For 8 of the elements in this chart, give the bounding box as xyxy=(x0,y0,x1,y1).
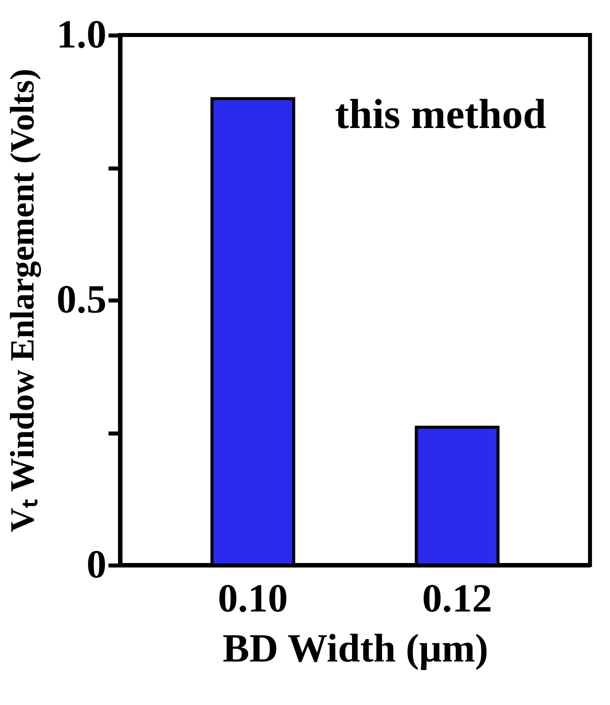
x-axis-title: BD Width (μm) xyxy=(222,626,488,670)
y-tick-label: 0.5 xyxy=(56,276,106,322)
y-tick-label: 0 xyxy=(86,542,106,586)
x-tick-label: 0.10 xyxy=(218,576,288,620)
y-axis-title: Vₜ Window Enlargement (Volts) xyxy=(4,68,42,532)
y-tick-label: 1.0 xyxy=(56,12,106,56)
annotation: this method xyxy=(335,92,546,138)
x-tick-label: 0.12 xyxy=(422,576,492,620)
